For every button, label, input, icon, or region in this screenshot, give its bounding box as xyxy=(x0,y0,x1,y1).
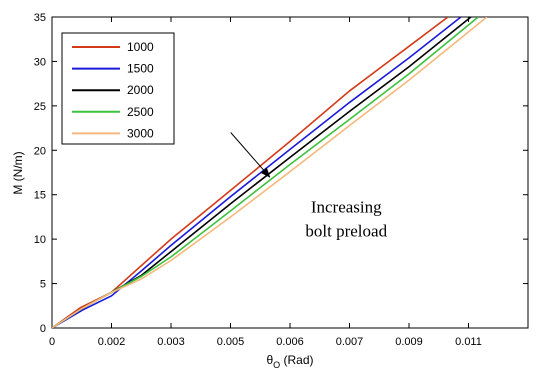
x-tick-label: 0 xyxy=(49,336,55,348)
y-tick-label: 5 xyxy=(40,279,46,291)
y-tick-label: 35 xyxy=(34,12,46,24)
legend-label-2500: 2500 xyxy=(127,105,154,119)
series-line-1000 xyxy=(52,17,449,328)
annotation-text-line: bolt preload xyxy=(305,221,387,240)
x-axis-label-unit: (Rad) xyxy=(280,353,313,367)
annotation-arrow xyxy=(230,132,271,178)
y-axis-label: M (N/m) xyxy=(11,151,25,194)
legend-box xyxy=(61,32,175,145)
x-axis-label: θO (Rad) xyxy=(266,353,313,370)
series-line-1500 xyxy=(52,17,462,328)
x-tick-label: 0.003 xyxy=(157,336,185,348)
legend-label-1000: 1000 xyxy=(127,40,154,54)
y-tick-label: 25 xyxy=(34,101,46,113)
x-tick-label: 0.011 xyxy=(455,336,482,348)
legend-label-3000: 3000 xyxy=(127,126,154,140)
x-tick-label: 0.005 xyxy=(217,336,245,348)
series-line-3000 xyxy=(52,17,488,328)
annotation: Increasing bolt preload xyxy=(230,132,388,240)
legend-label-1500: 1500 xyxy=(127,62,154,76)
legend-label-2000: 2000 xyxy=(127,83,154,97)
ticks: 0 0.002 0.003 0.005 0.006 0.007 0.009 0.011 0 5 10… xyxy=(34,12,529,348)
y-tick-label: 0 xyxy=(40,323,46,335)
annotation-text-line: Increasing xyxy=(311,197,382,216)
y-tick-label: 10 xyxy=(34,234,46,246)
x-tick-label: 0.002 xyxy=(98,336,126,348)
legend: 1000 1500 2000 2500 3000 xyxy=(61,32,175,145)
x-tick-label: 0.009 xyxy=(395,336,423,348)
x-tick-label: 0.007 xyxy=(336,336,364,348)
x-axis-label-symbol: θ xyxy=(266,353,273,367)
y-tick-label: 15 xyxy=(34,190,46,202)
y-tick-label: 20 xyxy=(34,145,46,157)
x-axis-label-subscript: O xyxy=(273,360,280,370)
x-tick-label: 0.006 xyxy=(276,336,304,348)
series-group xyxy=(52,17,488,328)
y-tick-label: 30 xyxy=(34,56,46,68)
